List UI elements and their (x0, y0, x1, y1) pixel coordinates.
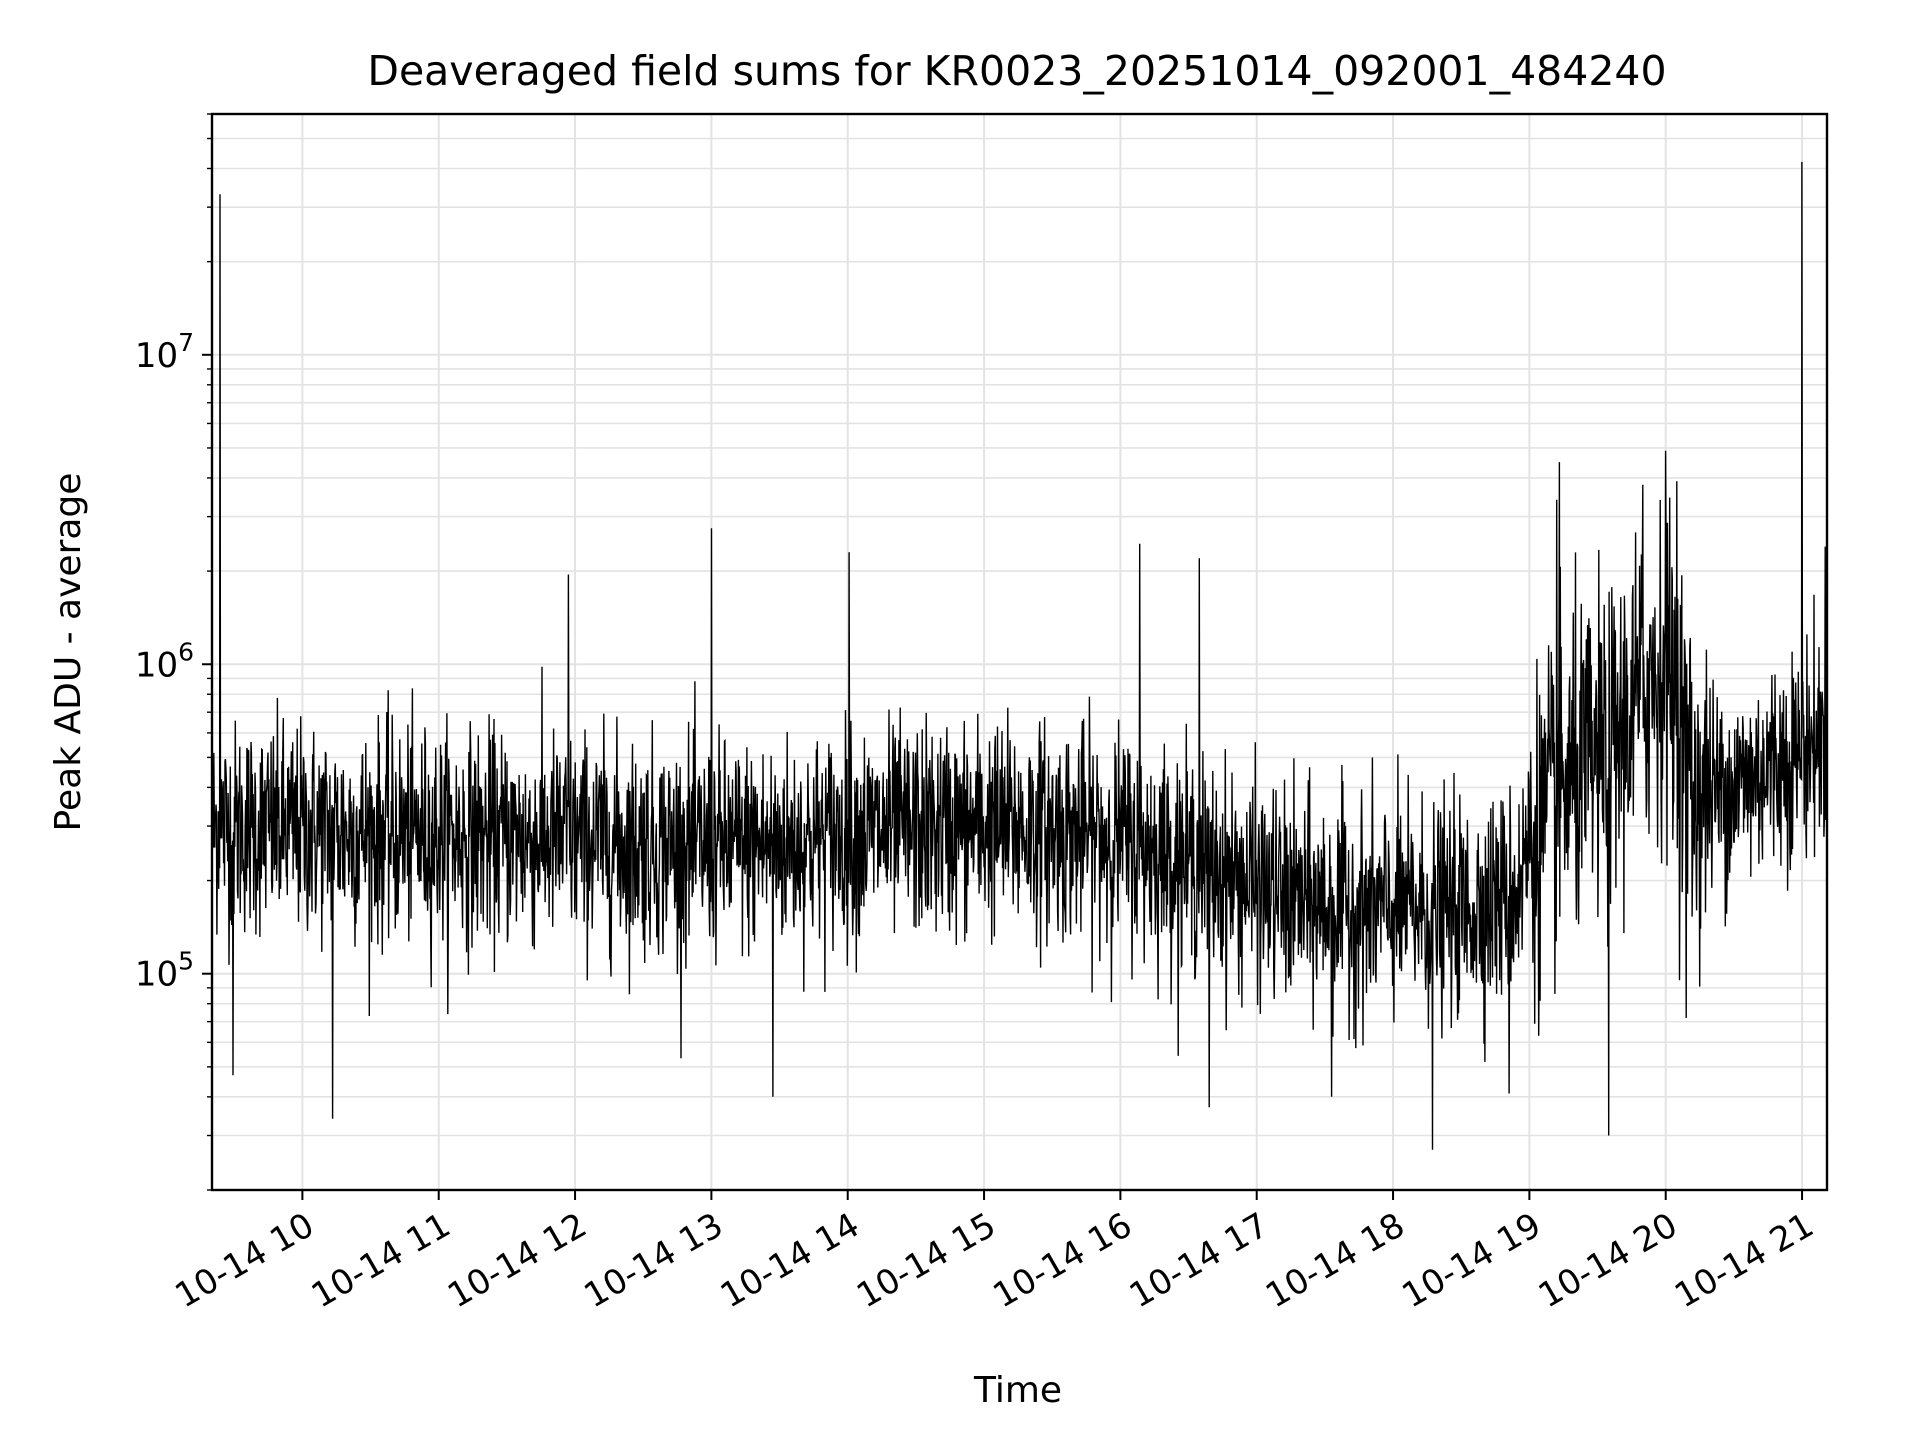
x-axis-label: Time (973, 1370, 1062, 1411)
y-axis-ticks: 105 106 107 (135, 113, 212, 1191)
series-trace (211, 161, 1828, 1150)
y-tick-label: 105 (135, 947, 194, 995)
chart-title: Deaveraged field sums for KR0023_2025101… (367, 47, 1666, 95)
series-line (211, 161, 1828, 1150)
y-axis-label: Peak ADU - average (48, 473, 89, 832)
y-tick-label: 107 (135, 328, 194, 376)
y-tick-label: 106 (135, 637, 194, 685)
plot-frame (210, 112, 1829, 1192)
